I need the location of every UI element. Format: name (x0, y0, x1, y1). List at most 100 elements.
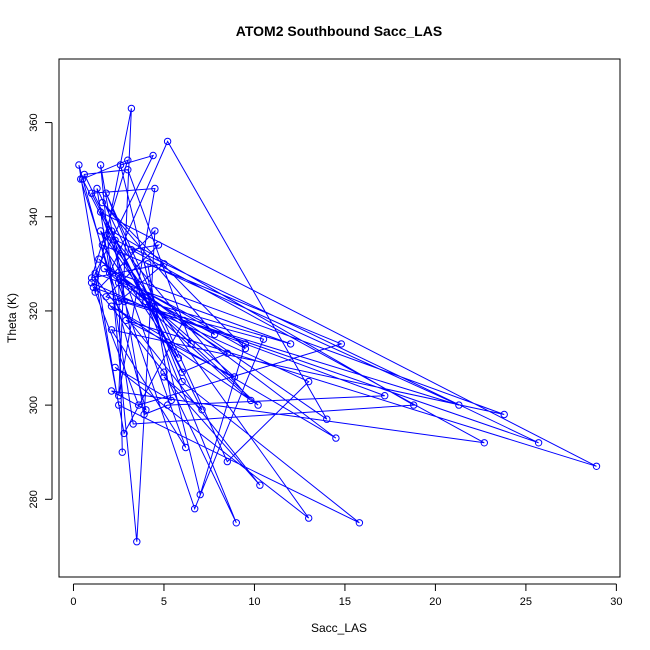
data-point (151, 227, 159, 235)
data-point (154, 241, 163, 249)
data-point (163, 401, 172, 409)
data-point (107, 387, 116, 395)
data-point (118, 448, 127, 456)
data-point (115, 279, 123, 287)
data-point (140, 410, 148, 419)
x-tick-label: 15 (339, 596, 351, 608)
y-tick-label: 320 (28, 302, 40, 320)
data-point (160, 373, 168, 381)
x-tick-label: 10 (248, 596, 260, 608)
data-point (87, 279, 96, 287)
data-point (102, 189, 110, 197)
data-point (142, 297, 150, 306)
data-point (196, 490, 204, 499)
data-point (305, 514, 313, 522)
data-point (127, 246, 136, 254)
data-point (138, 288, 146, 296)
data-point (241, 340, 250, 348)
data-point (223, 349, 232, 357)
data-point (256, 481, 264, 489)
y-axis: 280 300 320 340 360 (28, 113, 53, 508)
data-point (182, 443, 190, 452)
data-point (178, 368, 186, 376)
data-point (106, 269, 114, 277)
y-tick-label: 300 (28, 396, 40, 414)
data-point (115, 401, 123, 409)
data-point (87, 189, 96, 197)
y-tick-label: 340 (28, 208, 40, 226)
data-point (210, 330, 219, 339)
data-point (142, 406, 150, 414)
data-point (124, 156, 132, 164)
data-point (87, 274, 96, 282)
data-point (95, 255, 103, 263)
data-point (133, 538, 141, 546)
data-point (107, 302, 116, 310)
data-point (259, 335, 268, 343)
chart-title: ATOM2 Southbound Sacc_LAS (236, 23, 442, 39)
data-point (107, 326, 116, 334)
data-point (138, 293, 146, 301)
data-point (98, 198, 107, 207)
data-point (160, 368, 168, 376)
y-tick-label: 280 (28, 490, 40, 508)
data-point (232, 519, 241, 527)
data-point (78, 175, 87, 183)
data-point (332, 434, 340, 442)
data-point (592, 462, 601, 470)
data-point (167, 396, 175, 405)
data-point (120, 297, 128, 306)
data-point (100, 264, 108, 273)
data-point (191, 505, 199, 513)
data-point (180, 316, 188, 325)
data-point (107, 227, 116, 235)
data-point (381, 392, 389, 400)
x-tick-label: 25 (520, 596, 532, 608)
data-point (149, 151, 157, 160)
data-point (129, 420, 137, 428)
series-group (78, 108, 597, 542)
data-point (241, 344, 250, 353)
data-point (187, 340, 195, 348)
data-point (115, 392, 123, 400)
data-point (247, 396, 255, 405)
x-tick-label: 20 (429, 596, 441, 608)
y-axis-label: Theta (K) (5, 293, 19, 343)
data-point (198, 406, 206, 414)
data-point (160, 260, 168, 268)
data-point (91, 269, 99, 277)
data-point (111, 363, 119, 372)
data-point (174, 354, 183, 362)
data-point (134, 401, 143, 409)
data-point (116, 274, 125, 282)
y-tick-label: 360 (28, 113, 40, 131)
data-point (122, 316, 130, 325)
x-axis-label: Sacc_LAS (311, 621, 367, 635)
data-point (254, 401, 262, 409)
data-point (91, 274, 99, 282)
data-point (89, 283, 98, 292)
data-point (96, 227, 105, 235)
data-point (178, 377, 186, 386)
data-point (223, 457, 232, 466)
data-point (124, 166, 132, 174)
data-point (151, 184, 159, 193)
data-point (80, 170, 89, 179)
x-tick-label: 30 (610, 596, 622, 608)
data-point (534, 439, 543, 447)
data-point (102, 293, 110, 301)
x-tick-label: 0 (70, 596, 76, 608)
x-tick-label: 5 (161, 596, 167, 608)
data-point (102, 231, 110, 240)
data-point (91, 288, 99, 296)
data-point (93, 184, 101, 193)
data-point (355, 519, 364, 527)
plot-frame (58, 58, 621, 578)
data-point (480, 439, 488, 447)
data-point (98, 241, 107, 249)
x-axis: 0 5 10 15 20 25 30 (70, 583, 623, 608)
data-point (116, 161, 125, 169)
point-group (75, 104, 601, 546)
